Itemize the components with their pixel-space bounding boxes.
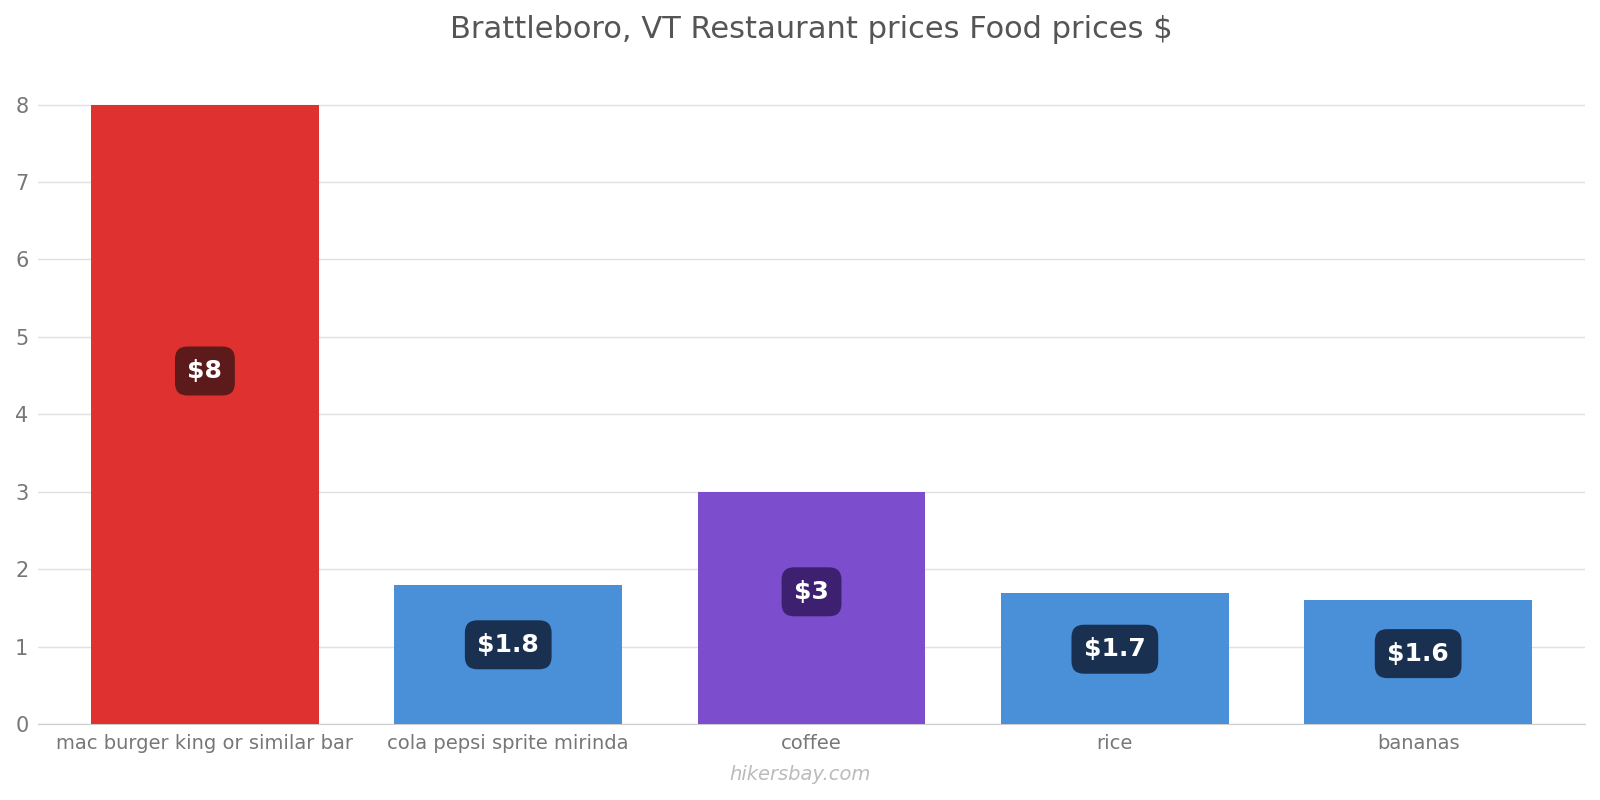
Bar <box>91 105 318 724</box>
Bar <box>698 492 925 724</box>
Bar <box>395 585 622 724</box>
Title: Brattleboro, VT Restaurant prices Food prices $: Brattleboro, VT Restaurant prices Food p… <box>450 15 1173 44</box>
Text: $1.6: $1.6 <box>1387 642 1450 666</box>
Text: $3: $3 <box>794 580 829 604</box>
Bar <box>1002 593 1229 724</box>
Text: $1.7: $1.7 <box>1083 638 1146 662</box>
Text: $8: $8 <box>187 359 222 383</box>
Bar <box>1304 600 1531 724</box>
Text: hikersbay.com: hikersbay.com <box>730 765 870 784</box>
Text: $1.8: $1.8 <box>477 633 539 657</box>
